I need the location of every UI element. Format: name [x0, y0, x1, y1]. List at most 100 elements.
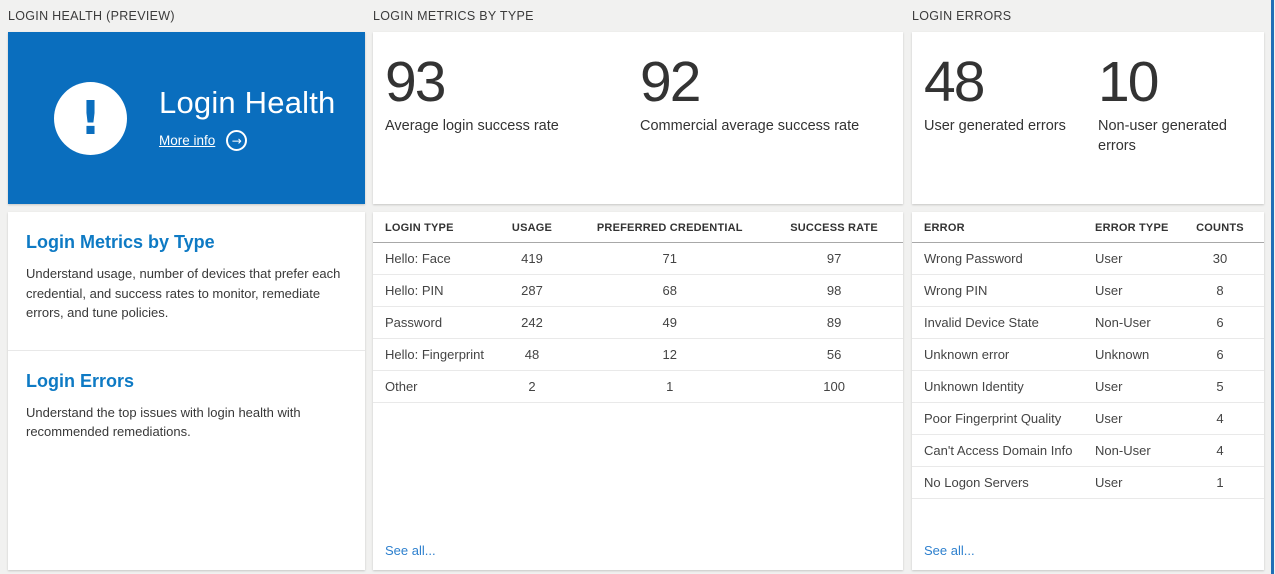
- table-cell: Poor Fingerprint Quality: [912, 402, 1096, 435]
- table-cell: 97: [765, 242, 903, 275]
- arrow-right-circle-icon: →: [226, 130, 248, 151]
- section-description: Understand usage, number of devices that…: [26, 266, 341, 320]
- table-cell: 419: [489, 242, 575, 275]
- table-cell: Invalid Device State: [912, 306, 1096, 339]
- table-cell: 30: [1175, 242, 1264, 275]
- table-row: Unknown Identity User 5: [912, 370, 1264, 403]
- panel-header-login-metrics: LOGIN METRICS BY TYPE: [373, 9, 534, 23]
- table-row: Can't Access Domain Info Non-User 4: [912, 434, 1264, 467]
- column-header: USAGE: [489, 212, 575, 243]
- table-cell: 4: [1175, 434, 1264, 467]
- table-cell: Hello: PIN: [373, 274, 490, 307]
- table-cell: 242: [489, 306, 575, 339]
- table-cell: Wrong PIN: [912, 274, 1096, 307]
- login-metrics-table: LOGIN TYPE USAGE PREFERRED CREDENTIAL SUCCE…: [373, 212, 903, 403]
- table-row: Password 242 49 89: [373, 306, 903, 339]
- right-edge-accent-bar: [1271, 0, 1274, 574]
- table-cell: Unknown: [1095, 338, 1176, 371]
- table-cell: 287: [489, 274, 575, 307]
- more-info-label: More info: [159, 133, 216, 148]
- table-cell: Hello: Face: [373, 242, 490, 275]
- table-cell: 68: [574, 274, 766, 307]
- column-header: COUNTS: [1175, 212, 1264, 243]
- login-metrics-table-card: LOGIN TYPE USAGE PREFERRED CREDENTIAL SUCCE…: [373, 212, 903, 570]
- table-row: Wrong Password User 30: [912, 242, 1264, 275]
- section-login-metrics-by-type[interactable]: Login Metrics by Type Understand usage, …: [8, 212, 365, 350]
- stat-non-user-generated-errors: 10 Non-user generated errors: [1098, 50, 1258, 204]
- section-title[interactable]: Login Metrics by Type: [26, 232, 215, 252]
- panel-login-metrics: LOGIN METRICS BY TYPE 93 Average login s…: [373, 0, 903, 574]
- table-cell: Hello: Fingerprint: [373, 338, 490, 371]
- table-cell: 56: [765, 338, 903, 371]
- panel-header-login-health: LOGIN HEALTH (PREVIEW): [8, 9, 175, 23]
- table-cell: 98: [765, 274, 903, 307]
- see-all-link-metrics[interactable]: See all...: [385, 543, 436, 558]
- table-row: Hello: PIN 287 68 98: [373, 274, 903, 307]
- table-row: Other 2 1 100: [373, 370, 903, 403]
- login-health-tile[interactable]: ! Login Health More info →: [8, 32, 365, 204]
- panel-login-health: LOGIN HEALTH (PREVIEW) ! Login Health Mo…: [8, 0, 365, 574]
- table-header-row: LOGIN TYPE USAGE PREFERRED CREDENTIAL SUCCE…: [373, 212, 903, 243]
- table-cell: User: [1095, 274, 1176, 307]
- table-row: Unknown error Unknown 6: [912, 338, 1264, 371]
- stat-value: 93: [385, 50, 446, 114]
- panel-header-login-errors: LOGIN ERRORS: [912, 9, 1012, 23]
- tile-text: Login Health More info →: [159, 85, 335, 151]
- stat-average-login-success-rate: 93 Average login success rate: [385, 50, 640, 204]
- table-header-row: ERROR ERROR TYPE COUNTS: [912, 212, 1264, 243]
- table-cell: 1: [1175, 466, 1264, 499]
- section-login-errors[interactable]: Login Errors Understand the top issues w…: [8, 349, 365, 469]
- stat-value: 10: [1098, 50, 1159, 114]
- stat-label: Non-user generated errors: [1098, 118, 1227, 154]
- table-cell: 49: [574, 306, 766, 339]
- login-metrics-stats-card: 93 Average login success rate 92 Commerc…: [373, 32, 903, 204]
- table-cell: 6: [1175, 338, 1264, 371]
- table-row: Hello: Fingerprint 48 12 56: [373, 338, 903, 371]
- login-errors-table: ERROR ERROR TYPE COUNTS Wrong Password User…: [912, 212, 1264, 499]
- table-cell: 1: [574, 370, 766, 403]
- table-cell: Password: [373, 306, 490, 339]
- table-cell: Unknown error: [912, 338, 1096, 371]
- section-title[interactable]: Login Errors: [26, 370, 135, 391]
- table-row: No Logon Servers User 1: [912, 466, 1264, 499]
- exclamation-glyph: !: [80, 91, 101, 145]
- table-cell: 100: [765, 370, 903, 403]
- table-cell: Unknown Identity: [912, 370, 1096, 403]
- column-header: PREFERRED CREDENTIAL: [574, 212, 766, 243]
- table-cell: 71: [574, 242, 766, 275]
- table-cell: User: [1095, 370, 1176, 403]
- stat-label: Commercial average success rate: [640, 118, 860, 135]
- stat-value: 92: [640, 50, 701, 114]
- table-cell: 89: [765, 306, 903, 339]
- table-cell: 48: [489, 338, 575, 371]
- stat-user-generated-errors: 48 User generated errors: [924, 50, 1098, 204]
- table-cell: Non-User: [1095, 434, 1176, 467]
- exclamation-icon: !: [54, 81, 127, 155]
- table-cell: 12: [574, 338, 766, 371]
- table-cell: Can't Access Domain Info: [912, 434, 1096, 467]
- column-header: ERROR: [912, 212, 1096, 243]
- column-header: SUCCESS RATE: [765, 212, 903, 243]
- table-cell: User: [1095, 466, 1176, 499]
- table-cell: No Logon Servers: [912, 466, 1096, 499]
- table-cell: 4: [1175, 402, 1264, 435]
- table-row: Invalid Device State Non-User 6: [912, 306, 1264, 339]
- see-all-link-errors[interactable]: See all...: [924, 543, 975, 558]
- section-description: Understand the top issues with login hea…: [26, 404, 301, 440]
- table-cell: User: [1095, 242, 1176, 275]
- table-cell: Non-User: [1095, 306, 1176, 339]
- stat-value: 48: [924, 50, 985, 114]
- stat-commercial-average-success-rate: 92 Commercial average success rate: [640, 50, 895, 204]
- tile-title: Login Health: [159, 85, 336, 120]
- table-cell: 2: [489, 370, 575, 403]
- table-cell: Wrong Password: [912, 242, 1096, 275]
- more-info-link[interactable]: More info →: [159, 130, 335, 151]
- stat-label: Average login success rate: [385, 118, 559, 135]
- login-health-info-card: Login Metrics by Type Understand usage, …: [8, 212, 365, 570]
- table-row: Poor Fingerprint Quality User 4: [912, 402, 1264, 435]
- login-errors-table-card: ERROR ERROR TYPE COUNTS Wrong Password User…: [912, 212, 1264, 570]
- table-cell: User: [1095, 402, 1176, 435]
- arrow-glyph: →: [231, 133, 242, 148]
- table-row: Wrong PIN User 8: [912, 274, 1264, 307]
- login-errors-stats-card: 48 User generated errors 10 Non-user gen…: [912, 32, 1264, 204]
